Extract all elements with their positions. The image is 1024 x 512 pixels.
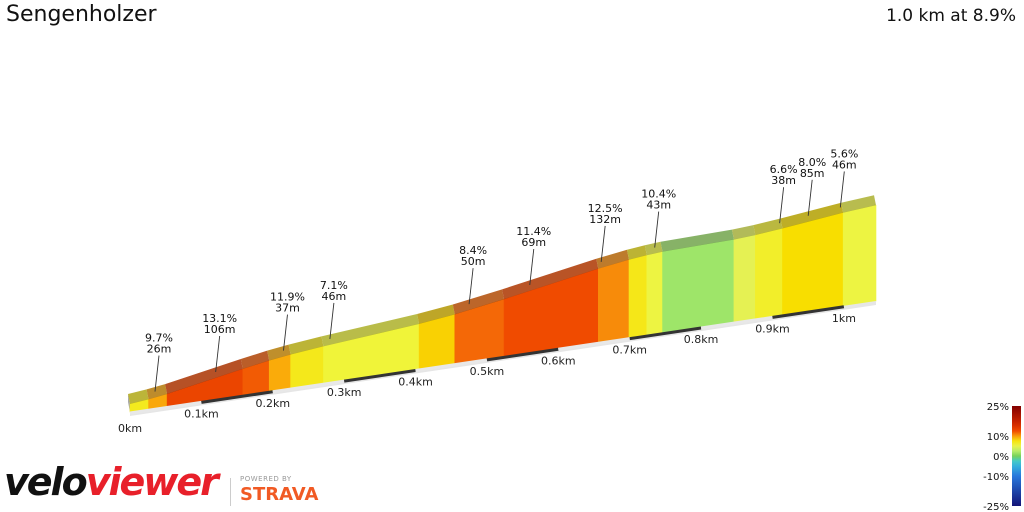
distance-tick-label: 0.2km [255, 397, 290, 410]
annotation-length: 85m [800, 167, 825, 180]
logo-divider [230, 478, 231, 506]
profile-ridge [502, 258, 599, 300]
profile-segment [628, 254, 648, 339]
profile-ridge [596, 249, 629, 269]
powered-by-label: POWERED BY [240, 475, 292, 483]
profile-ridge [452, 289, 505, 315]
profile-ridge [288, 336, 324, 355]
profile-ridge [841, 195, 876, 213]
distance-axis-band [772, 305, 845, 319]
annotation-leader [154, 355, 160, 392]
profile-start-face [128, 394, 130, 412]
distance-axis-band [272, 379, 345, 394]
annotation-leader [600, 225, 606, 263]
logo-viewer-text: viewer [85, 460, 219, 504]
annotation-grade: 11.4% [516, 225, 551, 238]
annotation-leader [807, 179, 813, 216]
profile-ridge [626, 245, 647, 260]
profile-segment [418, 314, 456, 370]
annotation-length: 37m [275, 302, 300, 315]
annotation-length: 106m [204, 323, 236, 336]
segment-summary: 1.0 km at 8.9% [886, 6, 1016, 26]
segment-title: Sengenholzer [6, 2, 157, 27]
annotation-length: 46m [832, 158, 857, 171]
annotation-length: 46m [322, 290, 347, 303]
annotation-length: 38m [771, 174, 796, 187]
distance-tick-label: 0.9km [755, 322, 790, 335]
distance-tick-label: 0.5km [470, 365, 505, 378]
profile-ridge [240, 350, 270, 369]
distance-tick-label: 0.1km [184, 407, 219, 420]
distance-axis-band [201, 390, 273, 404]
grade-legend-label: -25% [983, 502, 1009, 512]
grade-legend-label: -10% [983, 472, 1009, 483]
profile-ridge [753, 218, 783, 236]
distance-tick-label: 0.4km [398, 376, 433, 389]
distance-tick-label: 0.8km [684, 333, 719, 346]
annotation-length: 69m [521, 236, 546, 249]
annotation-grade: 7.1% [320, 279, 348, 292]
profile-segment [646, 251, 663, 336]
annotation-grade: 12.5% [588, 202, 623, 215]
annotation-grade: 8.4% [459, 244, 487, 257]
distance-axis-band [700, 315, 773, 330]
profile-ridge [780, 202, 844, 229]
distance-axis-band [415, 358, 488, 372]
distance-tick-label: 0km [118, 422, 142, 435]
annotation-grade: 13.1% [202, 312, 237, 325]
annotation-grade: 9.7% [145, 332, 173, 345]
annotation-length: 50m [461, 255, 486, 268]
annotation-leader [468, 268, 474, 305]
annotation-leader [779, 187, 785, 224]
annotation-length: 43m [646, 199, 671, 212]
profile-ridge [128, 389, 149, 404]
annotation-grade: 6.6% [770, 163, 798, 176]
profile-segment [598, 259, 630, 343]
profile-segment [782, 212, 844, 316]
profile-ridge [731, 225, 756, 240]
distance-tick-label: 0.6km [541, 354, 576, 367]
grade-legend-label: 25% [987, 402, 1009, 413]
distance-axis-band [486, 347, 559, 362]
distance-tick-label: 0.3km [327, 386, 362, 399]
distance-tick-label: 0.7km [612, 344, 647, 357]
annotation-grade: 10.4% [641, 188, 676, 201]
profile-segment [662, 239, 735, 334]
profile-segment [268, 354, 291, 392]
distance-axis-band [129, 400, 202, 415]
annotation-leader [329, 302, 335, 339]
profile-ridge [267, 344, 291, 361]
annotation-leader [839, 171, 845, 208]
annotation-grade: 5.6% [830, 147, 858, 160]
annotation-length: 132m [589, 213, 621, 226]
strava-logo: STRAVA [240, 484, 319, 505]
grade-legend-bar [1012, 406, 1021, 506]
grade-legend-label: 10% [987, 432, 1009, 443]
profile-ridge [146, 384, 168, 400]
grade-legend-label: 0% [993, 452, 1009, 463]
annotation-leader [529, 248, 535, 286]
profile-segment [842, 204, 877, 307]
profile-ridge [660, 229, 734, 252]
profile-segment [733, 234, 756, 323]
profile-segment [755, 228, 783, 320]
profile-ridge [321, 314, 420, 347]
annotation-leader [654, 211, 660, 248]
annotation-leader [215, 335, 221, 373]
annotation-length: 26m [147, 343, 172, 356]
annotation-grade: 8.0% [798, 156, 826, 169]
distance-tick-label: 1km [832, 312, 856, 325]
annotation-leader [283, 314, 288, 351]
profile-ridge [644, 241, 663, 256]
distance-axis-band [558, 337, 630, 351]
profile-ridge [165, 358, 243, 395]
distance-axis-band [343, 369, 416, 383]
logo-velo-text: velo [4, 460, 88, 504]
profile-ridge [417, 304, 455, 325]
distance-axis-band [629, 326, 702, 341]
annotation-grade: 11.9% [270, 291, 305, 304]
